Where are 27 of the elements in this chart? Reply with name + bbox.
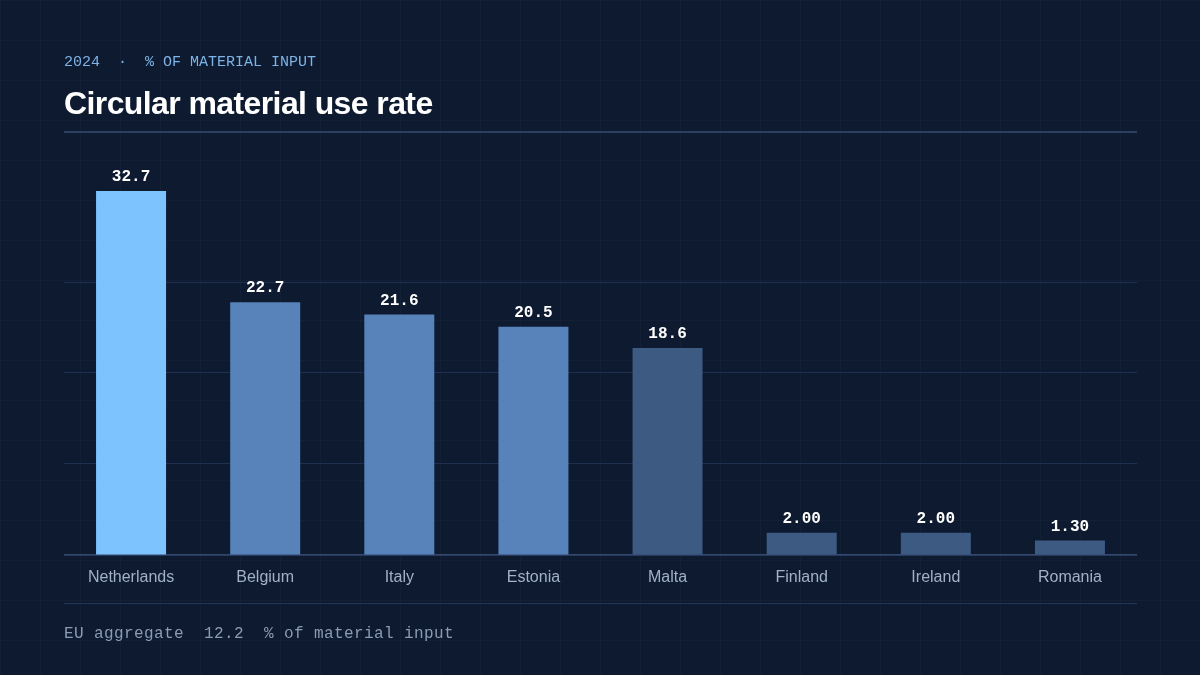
data-label: 22.7: [245, 279, 285, 298]
data-label: 18.6: [648, 324, 687, 343]
x-tick-label: Ireland: [911, 568, 961, 586]
x-tick-label: Netherlands: [87, 568, 175, 586]
data-label: 2.00: [782, 509, 821, 528]
data-label: 20.5: [514, 303, 553, 322]
data-label: 21.6: [380, 291, 419, 310]
x-tick-label: Romania: [1037, 568, 1103, 586]
data-label: 2.00: [916, 509, 956, 528]
bar: [498, 326, 569, 555]
chart-title: Circular material use rate: [64, 84, 433, 123]
x-tick-label: Finland: [775, 568, 828, 586]
x-tick-label: Malta: [648, 568, 688, 586]
chart-subtitle: 2024 · % OF MATERIAL INPUT: [64, 54, 317, 72]
text: EU aggregate 12.2 % of material input: [64, 624, 455, 644]
bar: [900, 532, 971, 555]
data-label: 32.7: [111, 168, 151, 187]
data-label: 1.30: [1050, 517, 1090, 536]
bar: [632, 347, 703, 555]
bar: [230, 302, 301, 555]
bar: [1034, 540, 1105, 555]
bar: [364, 314, 435, 555]
bar: [766, 532, 837, 555]
x-tick-label: Italy: [384, 568, 414, 586]
x-tick-label: Estonia: [506, 568, 561, 586]
x-tick-label: Belgium: [236, 568, 295, 586]
bar: [96, 191, 167, 555]
